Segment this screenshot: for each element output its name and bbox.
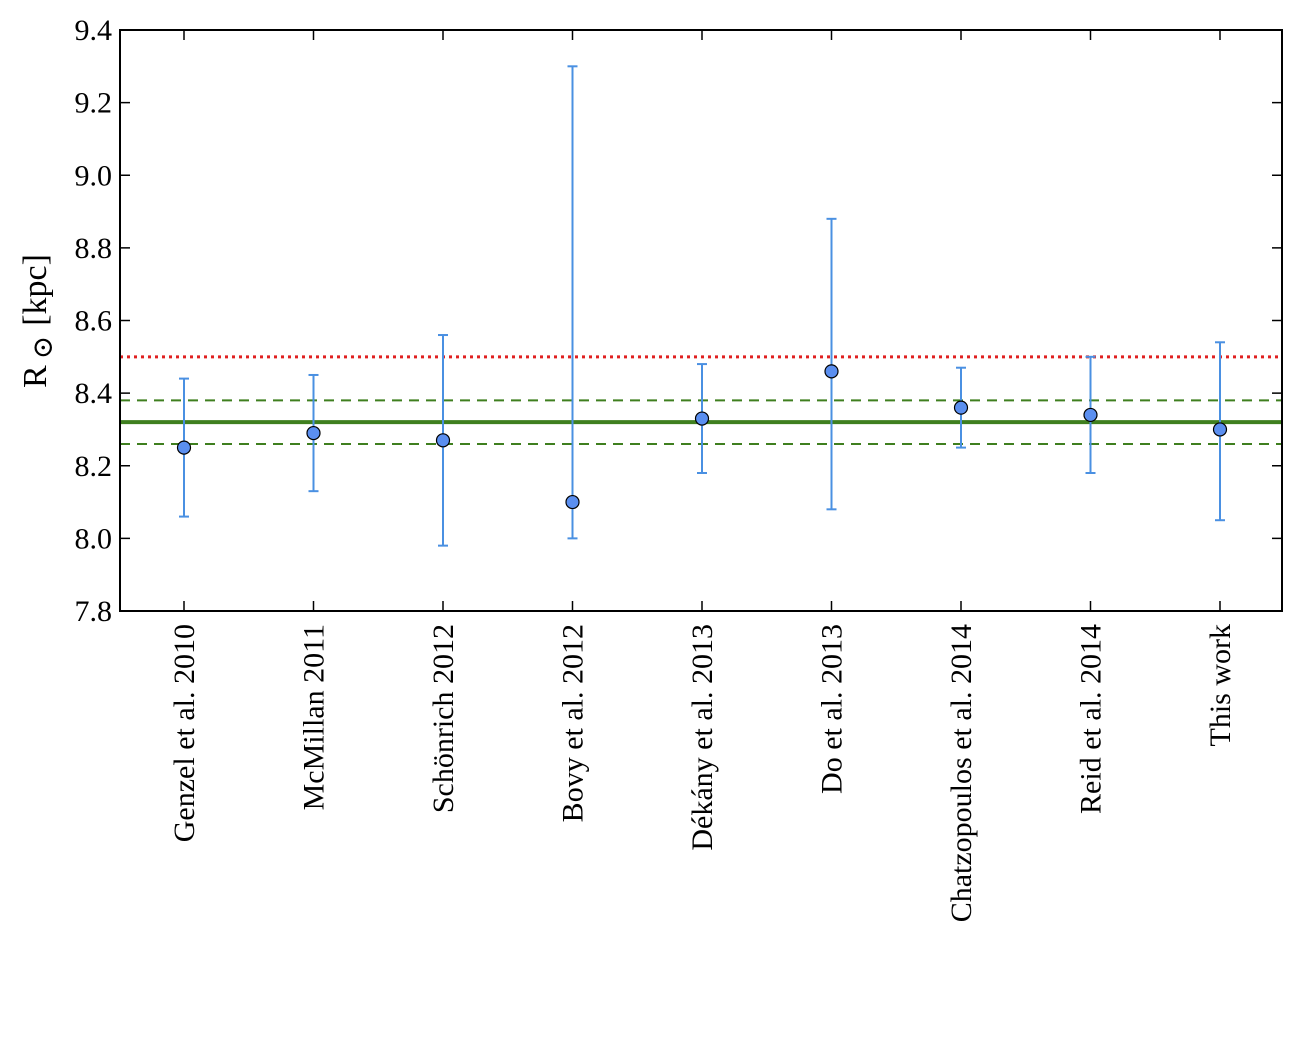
- x-tick-label: Dékány et al. 2013: [686, 624, 719, 851]
- x-tick-label: Genzel et al. 2010: [168, 624, 201, 842]
- data-point-5: [824, 364, 839, 379]
- y-tick-label: 8.4: [75, 377, 113, 410]
- y-axis-title: R⊙[kpc]: [17, 254, 59, 388]
- y-tick-label: 9.4: [75, 14, 113, 47]
- data-point-4: [694, 411, 710, 426]
- y-tick-label: 8.8: [75, 232, 113, 265]
- data-point-3: [565, 494, 580, 510]
- data-point-0: [176, 440, 192, 455]
- data-point-8: [1212, 422, 1228, 437]
- x-tick-label: Schönrich 2012: [427, 624, 460, 813]
- y-tick-label: 8.0: [75, 522, 113, 555]
- y-tick-label: 7.8: [75, 595, 113, 628]
- data-point-1: [306, 425, 321, 441]
- data-point-6: [953, 400, 969, 415]
- y-tick-label: 9.0: [75, 159, 113, 192]
- x-tick-label: Reid et al. 2014: [1075, 624, 1108, 814]
- y-tick-label: 9.2: [75, 87, 113, 120]
- data-point-2: [435, 433, 451, 448]
- y-tick-label: 8.2: [75, 450, 113, 483]
- x-tick-label: McMillan 2011: [298, 624, 331, 810]
- x-tick-label: This work: [1204, 624, 1237, 747]
- data-point-7: [1083, 407, 1098, 423]
- x-tick-label: Chatzopoulos et al. 2014: [945, 624, 978, 922]
- x-tick-label: Bovy et al. 2012: [557, 624, 590, 822]
- plot-frame: [119, 29, 1283, 612]
- y-tick-label: 8.6: [75, 305, 113, 338]
- x-tick-label: Do et al. 2013: [816, 624, 849, 794]
